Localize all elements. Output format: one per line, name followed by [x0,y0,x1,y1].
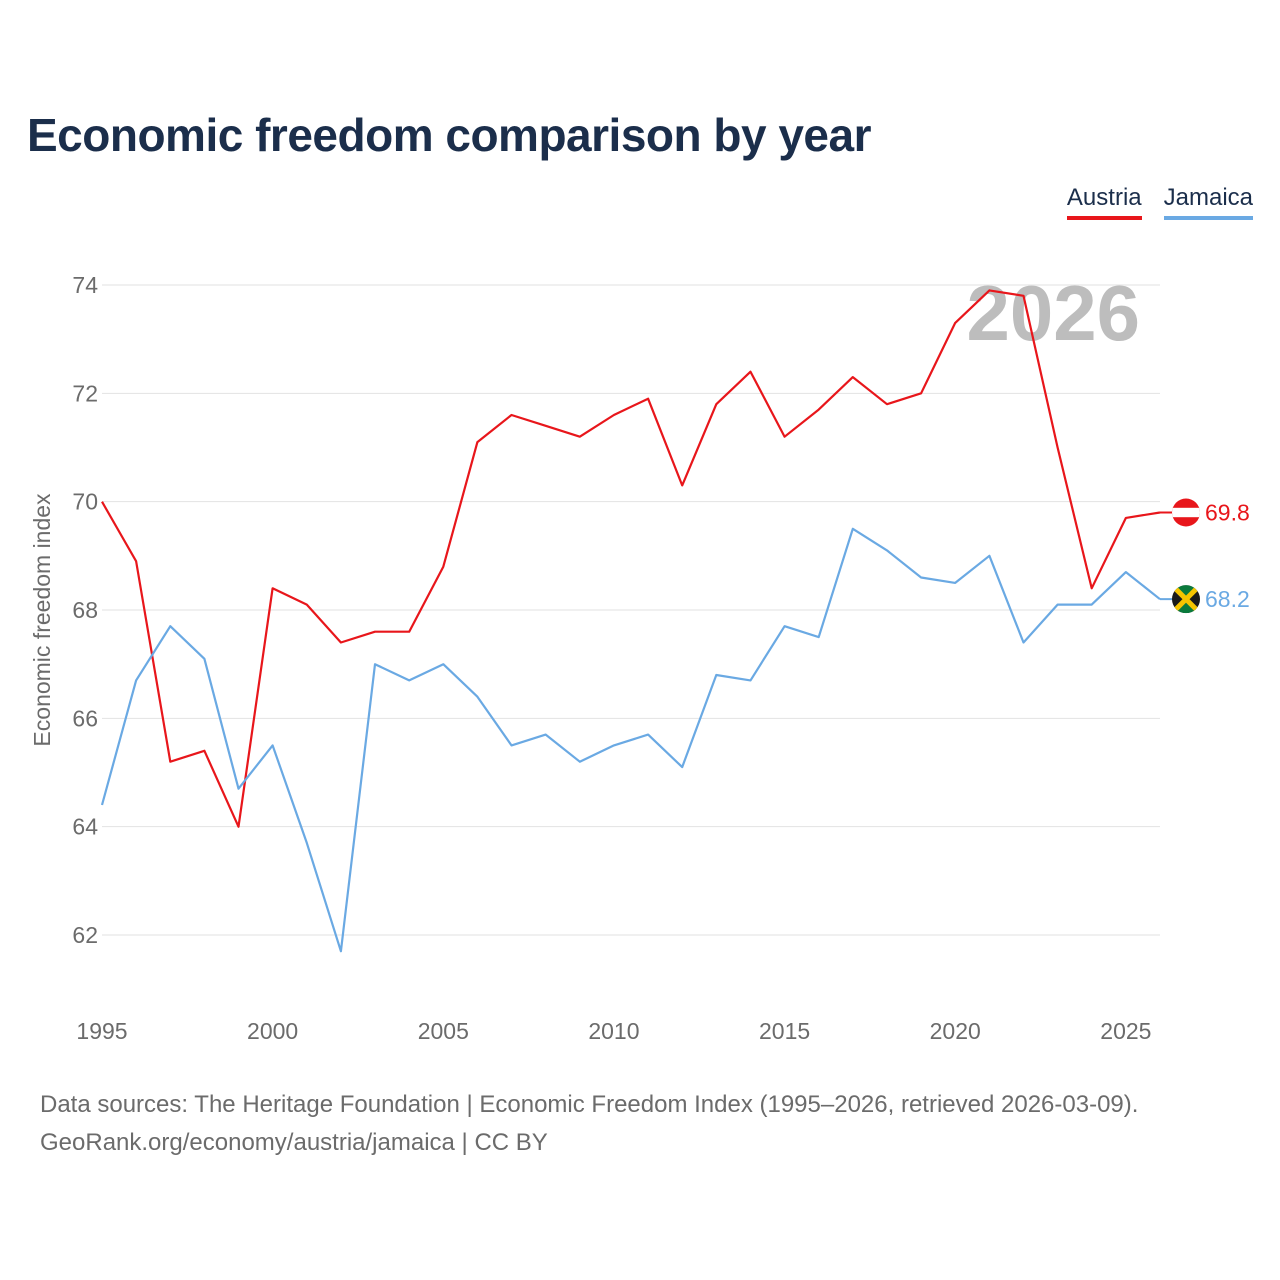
x-tick-label: 2010 [588,1018,639,1044]
legend-item-jamaica[interactable]: Jamaica [1163,184,1253,220]
y-tick-label: 64 [72,814,98,840]
legend: Austria Jamaica [1066,184,1253,220]
series-line-jamaica[interactable] [100,527,1161,953]
x-axis-ticks: 1995 2000 2005 2010 2015 2020 2025 [76,1018,1151,1044]
y-axis-ticks: 62 64 66 68 70 72 74 [72,272,98,948]
austria-flag-icon [1172,498,1200,527]
jamaica-flag-icon [1172,585,1200,614]
x-tick-label: 2000 [247,1018,298,1044]
chart-title: Economic freedom comparison by year [27,109,872,161]
series-lines [100,289,1161,953]
series-line-austria[interactable] [101,289,1161,828]
y-tick-label: 62 [72,922,98,948]
x-tick-label: 2015 [759,1018,810,1044]
data-source-text: Data sources: The Heritage Foundation | … [40,1091,1139,1118]
x-tick-label: 2025 [1100,1018,1151,1044]
legend-item-austria[interactable]: Austria [1066,184,1142,220]
y-tick-label: 70 [72,489,98,515]
y-tick-label: 72 [72,380,98,406]
y-tick-label: 68 [72,597,98,623]
year-watermark: 2026 [966,269,1140,357]
end-value-label-austria: 69.8 [1205,500,1250,526]
footer: Data sources: The Heritage Foundation | … [40,1086,1138,1162]
source-link[interactable]: GeoRank.org/economy/austria/jamaica | CC… [40,1129,548,1156]
x-tick-label: 2005 [418,1018,469,1044]
y-tick-label: 66 [72,705,98,731]
y-tick-label: 74 [72,272,98,298]
end-markers: 69.8 68.2 [1160,498,1250,614]
y-axis-label: Economic freedom index [29,493,55,747]
line-chart: 2026 62 64 66 68 70 72 74 1995 2000 2005 2010 2015… [29,269,1250,1044]
gridlines [102,284,1160,936]
end-value-label-jamaica: 68.2 [1205,586,1250,612]
x-tick-label: 1995 [76,1018,127,1044]
x-tick-label: 2020 [930,1018,981,1044]
